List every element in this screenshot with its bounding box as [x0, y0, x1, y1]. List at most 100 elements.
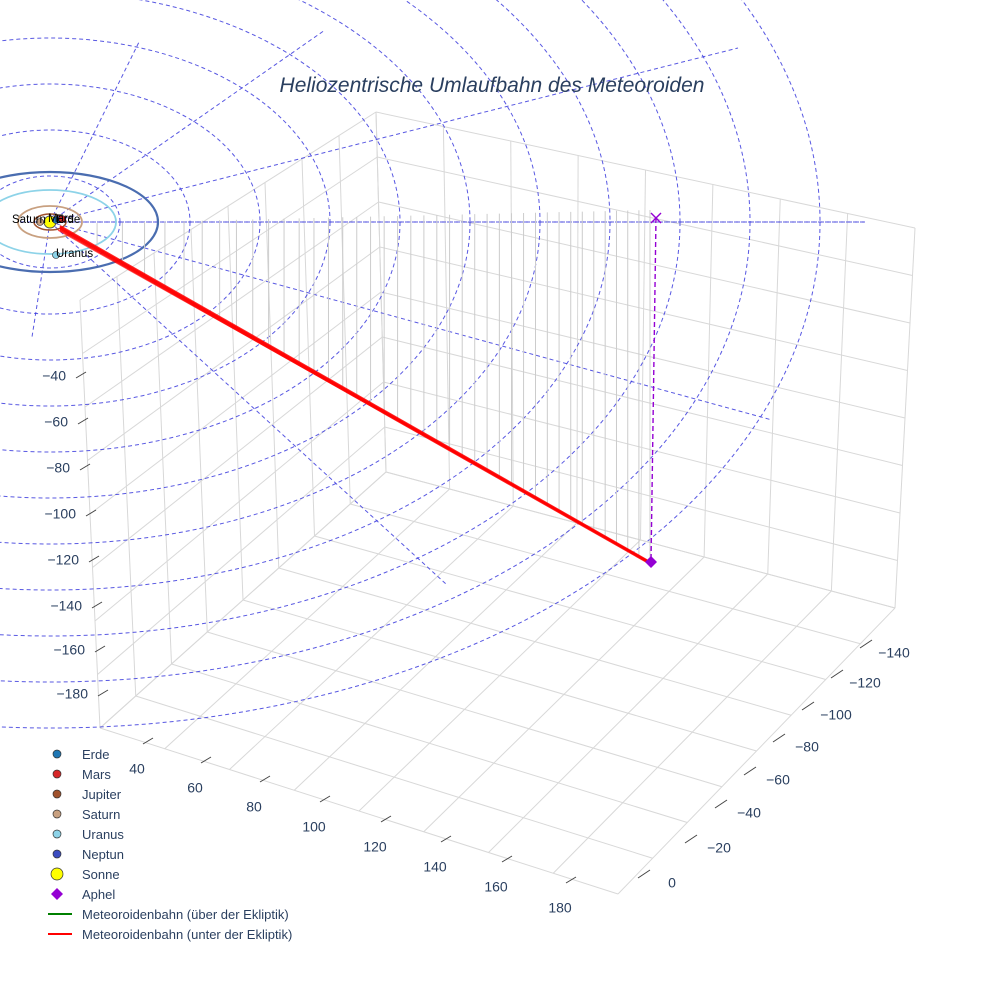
legend-item[interactable]: Meteoroidenbahn (unter der Ekliptik) — [42, 924, 292, 944]
legend-circle-icon — [48, 764, 78, 784]
x-tick-label: 0 — [668, 875, 676, 891]
floor-gridline — [488, 573, 769, 853]
z-tick-label: −80 — [46, 460, 70, 476]
y-tick-mark — [440, 835, 452, 843]
x-tick-mark — [830, 669, 844, 679]
legend-label: Meteoroidenbahn (über der Ekliptik) — [82, 906, 289, 922]
z-tick-mark — [91, 601, 103, 609]
back-wall-gridline — [384, 426, 898, 561]
ecliptic-grid — [0, 0, 865, 729]
floor-gridline — [314, 535, 826, 680]
aphel-projection — [650, 217, 657, 563]
back-wall-gridline — [378, 201, 911, 324]
legend-label: Uranus — [82, 826, 124, 842]
floor-gridline — [242, 599, 757, 752]
floor-gridline — [350, 503, 861, 645]
left-wall-gridline — [92, 336, 383, 568]
mars-marker — [58, 215, 66, 223]
y-tick-label: 160 — [484, 879, 508, 895]
legend-label: Mars — [82, 766, 111, 782]
floor-gridline — [617, 607, 896, 895]
chart-title: Heliozentrische Umlaufbahn des Meteoroid… — [279, 74, 705, 97]
z-tick-mark — [94, 645, 106, 653]
legend-label: Saturn — [82, 806, 121, 822]
meteoroid-path — [57, 212, 662, 568]
z-tick-mark — [79, 463, 91, 471]
legend-diamond-icon — [48, 884, 78, 904]
legend-item[interactable]: Uranus — [48, 824, 292, 844]
legend-label: Aphel — [82, 886, 116, 902]
z-tick-label: −100 — [44, 506, 76, 522]
legend-item[interactable]: Meteoroidenbahn (über der Ekliptik) — [42, 904, 292, 924]
y-tick-label: 140 — [423, 859, 447, 875]
y-tick-mark — [319, 795, 331, 803]
legend-item[interactable]: Sonne — [48, 864, 292, 884]
floor-gridline — [552, 590, 832, 874]
z-tick-label: −180 — [56, 686, 88, 702]
orbit-jupiter — [33, 213, 67, 231]
legend-item[interactable]: Jupiter — [48, 784, 292, 804]
legend[interactable]: Erde Mars Jupiter Saturn Uranus Neptun Sonne Ap… — [42, 744, 292, 944]
left-wall-gridline — [82, 156, 378, 354]
legend-circle-icon — [48, 744, 78, 764]
x-tick-label: −60 — [766, 772, 790, 788]
legend-circle-icon — [48, 824, 78, 844]
y-tick-mark — [142, 737, 154, 745]
left-wall-gridline — [97, 426, 386, 675]
y-tick-label: 100 — [302, 819, 326, 835]
left-wall-gridline — [94, 381, 384, 622]
orbit-saturn — [17, 205, 83, 239]
z-tick-label: −120 — [47, 552, 79, 568]
legend-item[interactable]: Aphel — [48, 884, 292, 904]
legend-item[interactable]: Erde — [48, 744, 292, 764]
legend-item[interactable]: Saturn — [48, 804, 292, 824]
legend-circle-icon — [48, 844, 78, 864]
legend-item[interactable]: Mars — [48, 764, 292, 784]
box-grid — [79, 111, 916, 895]
planet-orbits — [0, 170, 160, 274]
floor-gridline — [423, 556, 705, 833]
planet-label-uranus: Uranus — [56, 248, 93, 260]
legend-circle-icon — [48, 804, 78, 824]
left-wall-gridline — [87, 246, 381, 461]
x-tick-mark — [801, 701, 815, 711]
legend-label: Erde — [82, 746, 110, 762]
legend-line-icon — [42, 904, 78, 924]
orbit-neptun — [0, 170, 160, 274]
y-tick-label: 40 — [129, 761, 145, 777]
x-tick-mark — [714, 799, 728, 809]
legend-circle-icon — [48, 864, 78, 884]
x-tick-mark — [859, 639, 873, 649]
z-tick-mark — [97, 689, 109, 697]
drop-lines — [59, 210, 651, 562]
legend-item[interactable]: Neptun — [48, 844, 292, 864]
x-tick-label: −120 — [849, 675, 881, 691]
planet-label-erde: Erde — [56, 214, 80, 226]
ecliptic-spoke — [49, 47, 739, 223]
back-wall-gridline — [380, 291, 906, 419]
ecliptic-spoke — [49, 221, 447, 585]
z-tick-label: −160 — [53, 642, 85, 658]
legend-label: Sonne — [82, 866, 120, 882]
back-wall-gridline — [377, 156, 913, 276]
x-tick-mark — [684, 834, 698, 844]
uranus-marker — [52, 251, 60, 259]
z-tick-label: −140 — [50, 598, 82, 614]
planet-label-mars: Mars — [48, 213, 74, 225]
x-tick-label: −40 — [737, 805, 761, 821]
back-wall-gridline — [383, 381, 901, 514]
ecliptic-spoke — [49, 39, 141, 223]
y-tick-mark — [565, 876, 577, 884]
z-tick-label: −40 — [42, 368, 66, 384]
z-tick-mark — [88, 555, 100, 563]
floor-gridline — [385, 471, 896, 609]
aphel-projection-marker — [650, 212, 662, 224]
y-tick-label: 180 — [548, 900, 572, 916]
y-tick-mark — [259, 775, 271, 783]
z-tick-mark — [75, 371, 87, 379]
back-wall-gridline — [375, 111, 916, 229]
aphel-marker — [645, 556, 657, 568]
x-tick-mark — [743, 766, 757, 776]
